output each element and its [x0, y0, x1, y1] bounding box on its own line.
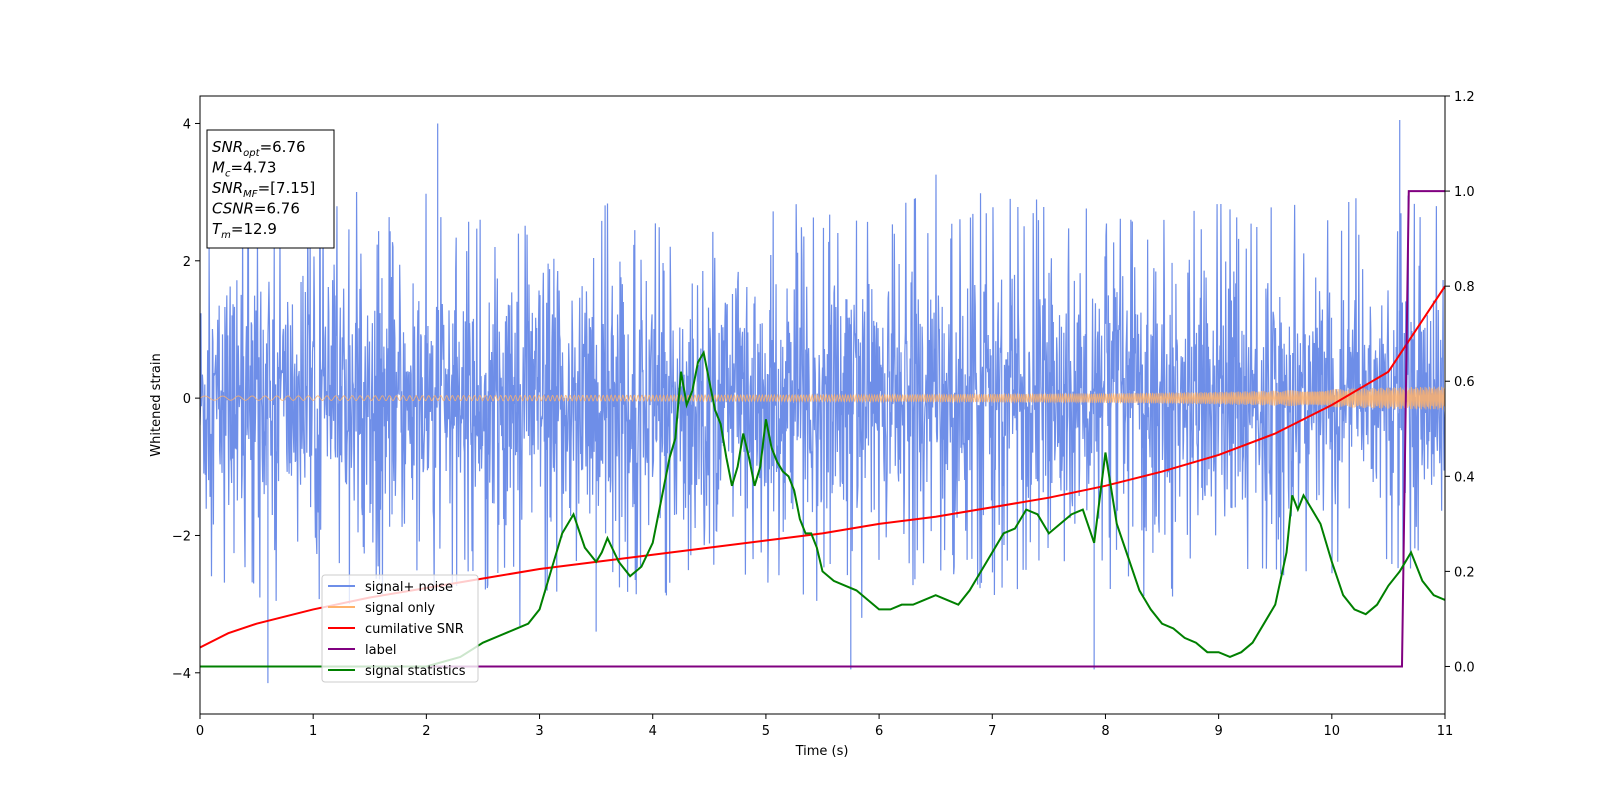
x-tick-label: 5: [762, 724, 770, 739]
annotation-line: CSNR=6.76: [212, 200, 300, 218]
y-right-tick-label: 1.0: [1454, 185, 1475, 200]
y-right-tick-label: 0.4: [1454, 470, 1475, 485]
annotation-line: Mc=4.73: [212, 159, 276, 180]
y-tick-label: −4: [172, 667, 191, 682]
legend-label: signal statistics: [365, 664, 466, 679]
x-tick-label: 7: [988, 724, 996, 739]
plot-frame: [199, 95, 1446, 715]
plot-area: [200, 120, 1445, 684]
y-axis-label: Whitened strain: [149, 353, 164, 456]
annotation-line: Tm=12.9: [212, 220, 277, 241]
x-tick-label: 0: [196, 724, 204, 739]
legend: signal+ noise signal only cumilative SNR la…: [321, 574, 479, 683]
annotation-frame: [206, 129, 335, 249]
x-tick-label: 3: [535, 724, 543, 739]
y-right-tick-label: 0.2: [1454, 565, 1475, 580]
y-right-tick-label: 1.2: [1454, 90, 1475, 105]
annotation-line: SNRMF=[7.15]: [212, 179, 315, 200]
y-right-tick-label: 0.0: [1454, 660, 1475, 675]
x-tick-label: 8: [1101, 724, 1109, 739]
y-tick-label: 4: [183, 117, 191, 132]
series-label-line: [200, 190, 1445, 668]
series-signal-noise-line: [200, 120, 1445, 684]
legend-frame: [321, 574, 479, 683]
x-tick-label: 1: [309, 724, 317, 739]
y-tick-label: 0: [183, 392, 191, 407]
y-tick-label: 2: [183, 255, 191, 270]
x-axis-ticks: 0 1 2 3 4 5 6 7 8 9 10 11: [196, 714, 1453, 739]
legend-label: signal+ noise: [365, 580, 453, 595]
legend-label: label: [365, 643, 396, 658]
x-tick-label: 9: [1214, 724, 1222, 739]
annotation-line: SNRopt=6.76: [212, 138, 306, 159]
y-tick-label: −2: [172, 529, 191, 544]
series-signal-only-line: [200, 386, 1445, 410]
x-axis-label: Time (s): [795, 744, 849, 759]
legend-label: signal only: [365, 601, 435, 616]
legend-label: cumilative SNR: [365, 622, 464, 637]
y-right-tick-label: 0.6: [1454, 375, 1475, 390]
x-tick-label: 4: [649, 724, 657, 739]
y-axis-right-ticks: 0.0 0.2 0.4 0.6 0.8 1.0 1.2: [1445, 90, 1475, 675]
x-tick-label: 10: [1324, 724, 1341, 739]
series-signal-statistics-line: [200, 349, 1445, 668]
x-tick-label: 11: [1437, 724, 1454, 739]
y-right-tick-label: 0.8: [1454, 280, 1475, 295]
x-tick-label: 2: [422, 724, 430, 739]
y-axis-left-ticks: −4 −2 0 2 4: [172, 117, 200, 682]
x-tick-label: 6: [875, 724, 883, 739]
